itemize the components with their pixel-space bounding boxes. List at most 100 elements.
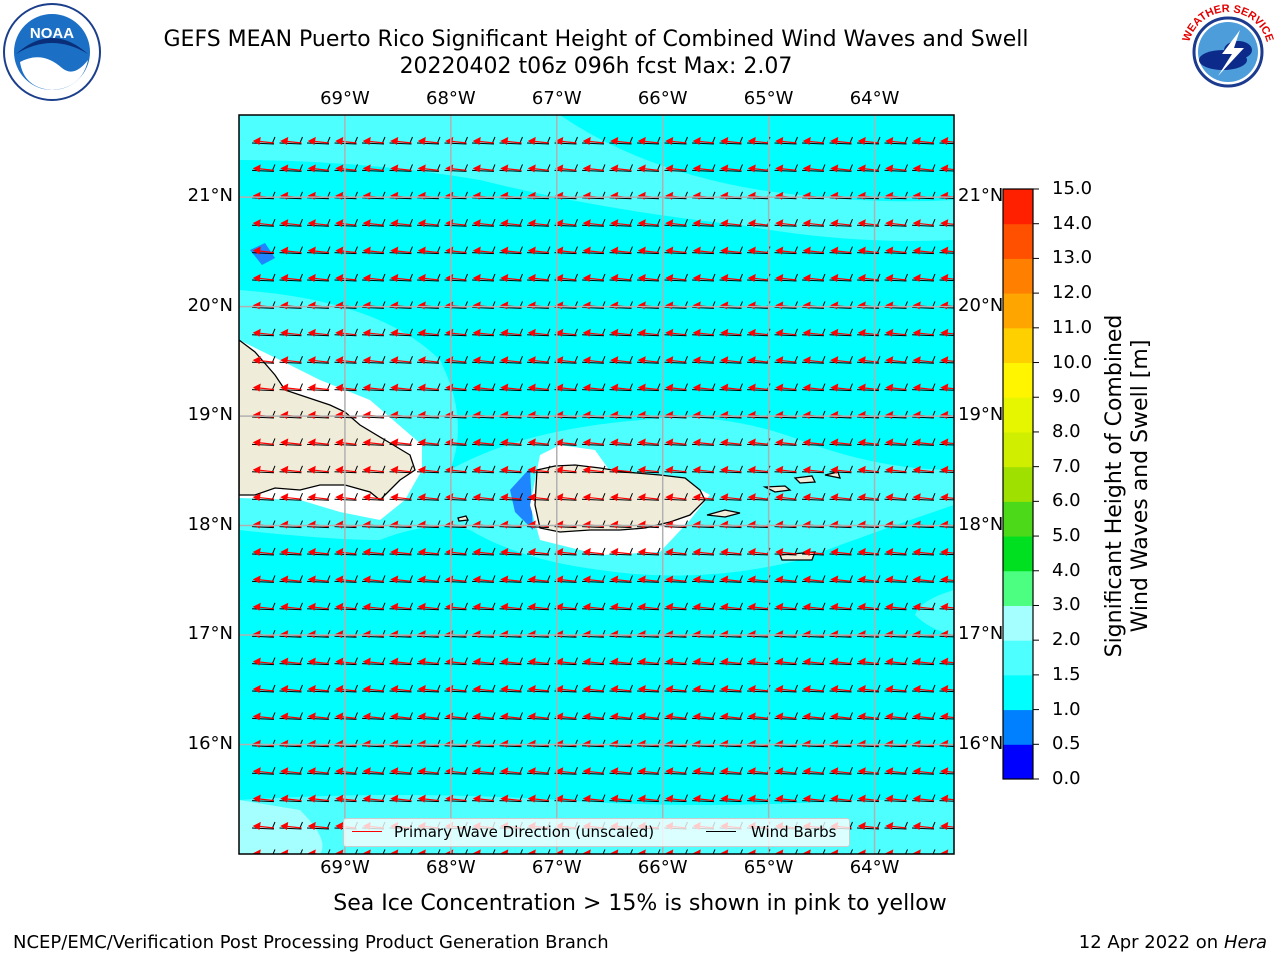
wave-direction-arrow — [692, 273, 715, 282]
lon-tick-bottom: 65°W — [743, 857, 794, 878]
wave-direction-arrow — [802, 438, 825, 447]
wave-direction-arrow — [857, 164, 880, 173]
wave-direction-arrow — [665, 493, 687, 502]
colorbar-segment — [1003, 536, 1033, 572]
wave-direction-arrow — [885, 328, 907, 337]
wind-barb — [939, 197, 954, 199]
wave-direction-arrow — [665, 465, 687, 474]
wave-direction-arrow — [472, 356, 495, 365]
colorbar-segment — [1003, 674, 1033, 711]
wave-direction-arrow — [362, 273, 385, 282]
wave-direction-arrow — [527, 767, 550, 776]
wind-barb — [382, 849, 386, 854]
colorbar-segment — [1003, 570, 1033, 606]
virgin-islands-2 — [793, 475, 817, 484]
wave-direction-arrow — [747, 356, 770, 365]
wave-direction-arrow — [857, 465, 880, 474]
wave-direction-arrow — [857, 328, 880, 337]
wave-direction-arrow — [940, 493, 954, 502]
wave-direction-arrow — [252, 164, 275, 173]
wave-direction-arrow — [665, 328, 687, 337]
wave-direction-arrow — [500, 547, 522, 556]
wave-direction-arrow — [582, 712, 605, 721]
wave-direction-arrow — [857, 219, 880, 228]
wave-direction-arrow — [280, 164, 302, 173]
wave-direction-arrow — [527, 684, 550, 693]
wind-barb — [939, 690, 954, 693]
wave-direction-arrow — [857, 547, 880, 556]
wave-direction-arrow — [940, 219, 954, 228]
virgin-islands-3 — [824, 471, 841, 479]
wave-direction-arrow — [830, 219, 852, 228]
wave-direction-arrow — [637, 547, 660, 556]
colorbar-tick-label: 0.0 — [1052, 768, 1081, 789]
wind-barb — [939, 334, 954, 336]
wave-direction-arrow — [637, 219, 660, 228]
wave-direction-arrow — [500, 246, 522, 255]
wave-direction-arrow — [390, 712, 412, 721]
legend: Primary Wave Direction (unscaled) Wind B… — [343, 818, 850, 847]
wave-direction-arrow — [500, 164, 522, 173]
wave-direction-arrow — [252, 328, 275, 337]
wave-direction-arrow — [830, 712, 852, 721]
wind-barb — [437, 849, 441, 854]
wave-direction-arrow — [472, 602, 495, 611]
wave-direction-arrow — [665, 219, 687, 228]
wave-direction-arrow — [280, 684, 302, 693]
wind-barb — [547, 849, 551, 854]
wave-direction-arrow — [500, 383, 522, 392]
wave-direction-arrow — [252, 219, 275, 228]
wave-direction-arrow — [555, 246, 577, 255]
wave-direction-arrow — [555, 794, 577, 803]
wave-direction-arrow — [802, 465, 825, 474]
wave-direction-arrow — [940, 657, 954, 666]
lat-tick-right: 21°N — [958, 185, 1004, 207]
wave-direction-arrow — [830, 657, 852, 666]
wave-direction-arrow — [692, 657, 715, 666]
lat-tick-right: 17°N — [958, 623, 1004, 645]
colorbar-segment — [1003, 258, 1033, 294]
wave-direction-arrow — [912, 328, 935, 337]
wave-direction-arrow — [637, 273, 660, 282]
wave-direction-arrow — [747, 164, 770, 173]
wave-direction-arrow — [417, 657, 440, 666]
wave-direction-arrow — [720, 493, 742, 502]
wave-direction-arrow — [362, 219, 385, 228]
wave-direction-arrow — [720, 794, 742, 803]
legend-wave-line — [352, 831, 382, 832]
wind-barb — [939, 252, 954, 254]
colorbar-tick-label: 6.0 — [1052, 490, 1081, 512]
wave-direction-arrow — [692, 246, 715, 255]
wave-direction-arrow — [335, 575, 357, 584]
wave-direction-arrow — [885, 493, 907, 502]
wave-direction-arrow — [335, 273, 357, 282]
wave-direction-arrow — [940, 547, 954, 556]
wind-barb — [932, 849, 936, 854]
wave-direction-arrow — [252, 356, 275, 365]
wave-direction-arrow — [527, 219, 550, 228]
wave-direction-arrow — [637, 602, 660, 611]
wave-direction-arrow — [417, 493, 440, 502]
wave-direction-arrow — [802, 328, 825, 337]
wave-direction-arrow — [417, 684, 440, 693]
wave-direction-arrow — [665, 575, 687, 584]
wave-direction-arrow — [720, 136, 742, 145]
wave-direction-arrow — [362, 383, 385, 392]
wave-direction-arrow — [390, 356, 412, 365]
wave-direction-arrow — [802, 136, 825, 145]
wave-direction-arrow — [940, 328, 954, 337]
wind-barb — [939, 224, 954, 227]
wave-direction-arrow — [857, 794, 880, 803]
wave-direction-arrow — [940, 136, 954, 145]
wave-direction-arrow — [417, 136, 440, 145]
wave-direction-arrow — [830, 465, 852, 474]
wave-direction-arrow — [582, 657, 605, 666]
wave-direction-arrow — [720, 602, 742, 611]
wave-direction-arrow — [362, 465, 385, 474]
wave-direction-arrow — [692, 575, 715, 584]
wave-direction-arrow — [912, 684, 935, 693]
wave-direction-arrow — [472, 657, 495, 666]
wave-direction-arrow — [720, 164, 742, 173]
wave-direction-arrow — [390, 684, 412, 693]
